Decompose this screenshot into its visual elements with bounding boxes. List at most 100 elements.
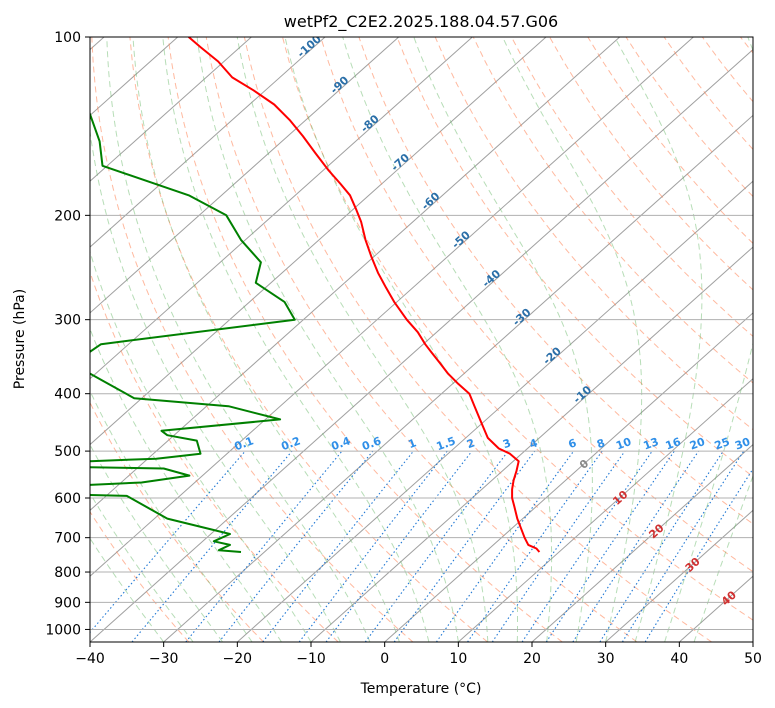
mixing-ratio-line (393, 450, 536, 642)
mixing-ratio-label: 16 (664, 435, 683, 453)
dry-adiabat-lines (90, 37, 753, 642)
x-tick-label: 30 (597, 651, 615, 667)
mixing-ratio-label: 6 (567, 436, 579, 451)
x-tick-label: 10 (449, 651, 467, 667)
x-axis-label: Temperature (°C) (360, 681, 482, 697)
moist-adiabat (90, 492, 194, 642)
x-tick-label: 20 (523, 651, 541, 667)
dry-adiabat (167, 37, 563, 642)
moist-adiabat (196, 37, 459, 642)
mixing-ratio-line (131, 450, 293, 642)
isotherm-line (458, 378, 753, 642)
mixing-ratio-label: 0.4 (329, 434, 352, 453)
dry-adiabat (90, 270, 339, 642)
y-tick-label: 800 (54, 565, 81, 581)
mixing-ratio-label: 13 (642, 435, 661, 452)
dry-adiabat (549, 37, 753, 291)
isotherm-line (163, 114, 753, 642)
chart-title: wetPf2_C2E2.2025.188.04.57.G06 (284, 12, 558, 32)
moist-adiabat (664, 37, 753, 642)
y-tick-label: 700 (54, 531, 81, 547)
mixing-ratio-label: 0.6 (360, 434, 383, 453)
moist-adiabat (90, 389, 253, 642)
x-tick-label: 50 (744, 651, 762, 667)
moist-adiabat (284, 37, 518, 642)
moist-adiabat (106, 37, 371, 642)
mixing-ratio-label: 4 (528, 436, 540, 451)
mixing-ratio-line (435, 450, 575, 642)
mixing-ratio-label: 1.5 (435, 434, 458, 453)
dry-adiabat (434, 37, 753, 431)
mixing-ratio-label: 2 (465, 436, 477, 451)
x-tick-label: 40 (670, 651, 688, 667)
dry-adiabat (129, 37, 488, 642)
isotherm-line (531, 443, 753, 642)
temperature-profile (188, 37, 541, 553)
x-tick-label: −30 (149, 651, 179, 667)
mixing-ratio-line (364, 450, 509, 642)
mixing-ratio-lines (90, 450, 753, 642)
moist-adiabat (614, 37, 703, 642)
moist-adiabat (90, 443, 223, 642)
mixing-ratio-line (218, 450, 374, 642)
moist-adiabat (90, 537, 165, 642)
mixing-ratio-label: 3 (501, 436, 513, 451)
y-tick-label: 200 (54, 208, 81, 224)
pressure-gridlines (90, 37, 753, 630)
x-tick-label: −10 (296, 651, 326, 667)
moist-adiabat (162, 37, 430, 642)
moist-adiabat-lines (90, 37, 753, 642)
moist-adiabat (90, 249, 312, 642)
isotherm-line (384, 312, 753, 642)
x-tick-label: −20 (223, 651, 253, 667)
mixing-ratio-line (545, 450, 675, 642)
mixing-ratio-label: 0.1 (233, 434, 256, 453)
y-tick-label: 600 (54, 491, 81, 507)
y-axis-label: Pressure (hPa) (12, 289, 28, 389)
y-tick-label: 300 (54, 313, 81, 329)
moist-adiabat (90, 128, 341, 642)
x-axis-ticks: −40 −30 −20 −10 0 10 20 30 40 50 (75, 642, 762, 667)
dry-adiabat (90, 510, 190, 642)
plot-frame (89, 36, 754, 643)
isotherm-line (90, 37, 326, 248)
y-tick-label: 100 (54, 30, 81, 46)
mixing-ratio-label: 0.2 (279, 434, 302, 453)
mixing-ratio-label: 25 (713, 435, 732, 452)
mixing-ratio-line (521, 450, 653, 642)
isotherm-line (90, 37, 547, 446)
background-line-labels: -100-90-80-70-60-50-40-30-20-10010203040… (233, 37, 753, 608)
moist-adiabat (342, 37, 553, 642)
moist-adiabat (693, 474, 753, 642)
dewpoint-profile (90, 111, 296, 553)
mixing-ratio-line (599, 450, 724, 642)
mixing-ratio-label: 30 (733, 435, 752, 453)
mixing-ratio-label: 1 (406, 436, 418, 451)
dry-adiabat (243, 37, 712, 642)
dry-adiabat (282, 37, 753, 621)
y-tick-label: 900 (54, 595, 81, 611)
dry-adiabat (91, 37, 414, 642)
dry-adiabat (511, 37, 753, 338)
mixing-ratio-label: 8 (595, 436, 607, 451)
moist-adiabat (413, 37, 593, 642)
y-axis-ticks: 100 200 300 400 500 600 700 800 900 1000 (45, 30, 90, 638)
isotherm-line (605, 509, 753, 642)
y-tick-label: 500 (54, 444, 81, 460)
moist-adiabat (132, 37, 400, 642)
isotherm-line (90, 37, 694, 577)
mixing-ratio-label: 10 (614, 435, 633, 453)
dry-adiabat (358, 37, 753, 525)
dry-adiabat (320, 37, 753, 573)
x-tick-label: −40 (75, 651, 105, 667)
moist-adiabat (236, 37, 489, 642)
dry-adiabat (472, 37, 753, 384)
mixing-ratio-label: 20 (688, 435, 707, 453)
moist-adiabat (90, 327, 282, 642)
isotherm-line (90, 37, 400, 314)
mixing-ratio-line (185, 450, 343, 642)
isotherm-line (90, 48, 753, 642)
x-tick-label: 0 (380, 651, 389, 667)
